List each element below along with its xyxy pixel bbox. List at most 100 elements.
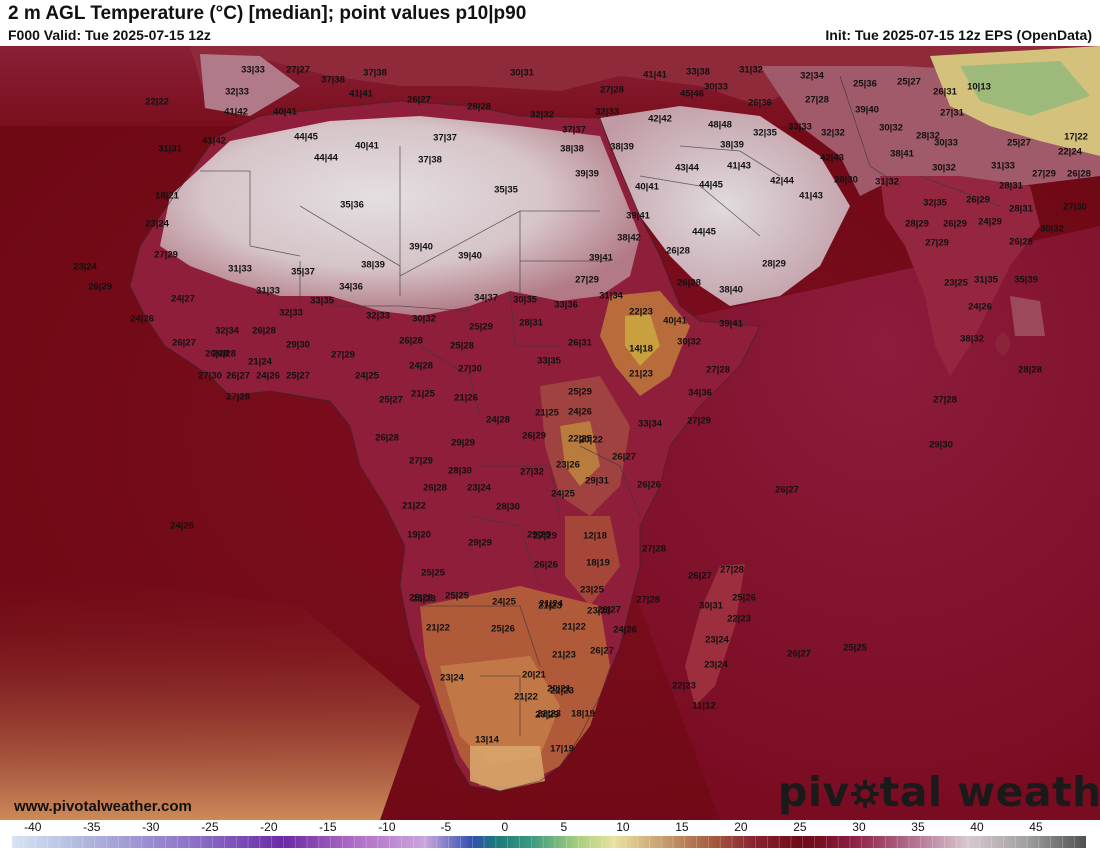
point-value-label: 25|26: [491, 623, 515, 635]
gear-icon: [850, 780, 879, 808]
point-value-label: 18|21: [155, 190, 179, 202]
point-value-label: 25|25: [421, 567, 445, 579]
point-value-label: 28|30: [834, 174, 858, 186]
point-value-label: 32|33: [279, 307, 303, 319]
point-value-label: 24|27: [171, 293, 195, 305]
point-value-label: 31|33: [991, 160, 1015, 172]
point-value-label: 26|28: [1067, 168, 1091, 180]
point-value-label: 23|24: [704, 659, 728, 671]
point-value-label: 26|28: [205, 348, 229, 360]
point-value-label: 37|37: [562, 124, 586, 136]
point-value-label: 26|28: [666, 245, 690, 257]
point-value-label: 24|28: [409, 360, 433, 372]
point-value-label: 33|33: [788, 121, 812, 133]
point-value-label: 42|43: [820, 152, 844, 164]
point-value-label: 23|23: [587, 605, 611, 617]
point-value-label: 27|29: [575, 274, 599, 286]
colorbar-tick-label: -30: [142, 820, 160, 834]
point-value-label: 30|32: [677, 336, 701, 348]
point-value-label: 39|40: [855, 104, 879, 116]
colorbar-tick-label: 40: [970, 820, 984, 834]
point-value-label: 30|31: [699, 600, 723, 612]
point-value-label: 25|25: [843, 642, 867, 654]
point-value-label: 27|28: [706, 364, 730, 376]
point-value-label: 29|30: [286, 339, 310, 351]
point-value-label: 24|25: [492, 596, 516, 608]
point-value-label: 40|41: [635, 181, 659, 193]
colorbar-tick-label: 35: [911, 820, 925, 834]
point-value-label: 26|27: [590, 645, 614, 657]
point-value-label: 23|24: [705, 634, 729, 646]
point-value-label: 39|39: [575, 168, 599, 180]
point-value-label: 26|27: [612, 451, 636, 463]
point-value-label: 26|27: [407, 94, 431, 106]
point-value-label: 32|33: [366, 310, 390, 322]
point-value-label: 24|25: [551, 488, 575, 500]
point-value-label: 34|36: [339, 281, 363, 293]
point-value-label: 23|24: [440, 672, 464, 684]
temperature-map: 33|33 27|27 37|38 37|38 30|31 27|28 41|41 33|38…: [0, 46, 1100, 820]
colorbar-tick-label: 5: [560, 820, 568, 834]
point-value-label: 32|33: [595, 106, 619, 118]
point-value-label: 37|38: [363, 67, 387, 79]
india-land: [880, 176, 1040, 376]
point-value-label: 38|39: [610, 141, 634, 153]
point-value-label: 29|29: [468, 537, 492, 549]
map-canvas: [0, 46, 1100, 820]
colorbar-tick-label: 25: [793, 820, 807, 834]
point-value-label: 34|37: [474, 292, 498, 304]
point-value-label: 41|42: [202, 135, 226, 147]
point-value-label: 37|38: [321, 74, 345, 86]
point-value-label: 22|23: [629, 306, 653, 318]
point-value-label: 24|26: [613, 624, 637, 636]
point-value-label: 26|36: [748, 97, 772, 109]
valid-time: F000 Valid: Tue 2025-07-15 12z: [8, 27, 211, 43]
point-value-label: 27|28: [636, 594, 660, 606]
colorbar-tick-label: 0: [501, 820, 509, 834]
point-value-label: 22|23: [727, 613, 751, 625]
point-value-label: 44|45: [699, 179, 723, 191]
point-value-label: 31|33: [256, 285, 280, 297]
point-value-label: 26|28: [375, 432, 399, 444]
point-value-label: 38|39: [361, 259, 385, 271]
point-value-label: 34|36: [688, 387, 712, 399]
point-value-label: 41|43: [727, 160, 751, 172]
point-value-label: 26|27: [787, 648, 811, 660]
point-value-label: 25|26: [409, 592, 433, 604]
point-value-label: 29|29: [527, 529, 551, 541]
point-value-label: 27|29: [533, 530, 557, 542]
point-value-label: 27|29: [687, 415, 711, 427]
point-value-label: 26|26: [534, 559, 558, 571]
point-value-label: 26|29: [88, 281, 112, 293]
point-value-label: 35|36: [340, 199, 364, 211]
pivotal-weather-logo: piv tal weather: [778, 768, 1100, 816]
point-value-label: 11|12: [692, 700, 716, 712]
init-time: Init: Tue 2025-07-15 12z EPS (OpenData): [825, 27, 1092, 43]
point-value-label: 32|32: [530, 109, 554, 121]
point-value-label: 31|32: [875, 176, 899, 188]
colorbar-tick-label: 15: [675, 820, 689, 834]
point-value-label: 44|45: [692, 226, 716, 238]
point-value-label: 25|28: [450, 340, 474, 352]
south-atlantic-cool: [0, 566, 420, 820]
point-value-label: 27|27: [286, 64, 310, 76]
point-value-label: 28|28: [467, 101, 491, 113]
point-value-label: 28|30: [448, 465, 472, 477]
colorbar-tick-label: 10: [616, 820, 630, 834]
point-value-label: 26|28: [252, 325, 276, 337]
point-value-label: 25|29: [469, 321, 493, 333]
point-value-label: 25|36: [853, 78, 877, 90]
point-value-label: 41|41: [349, 88, 373, 100]
point-value-label: 27|30: [1063, 201, 1087, 213]
point-value-label: 25|27: [1007, 137, 1031, 149]
point-value-label: 48|48: [708, 119, 732, 131]
country-borders: [200, 75, 1001, 736]
point-value-label: 17|22: [1064, 131, 1088, 143]
point-value-label: 25|29: [568, 386, 592, 398]
point-value-label: 27|28: [933, 394, 957, 406]
madagascar: [685, 564, 745, 706]
website-url[interactable]: www.pivotalweather.com: [14, 798, 192, 815]
colorbar-tick-label: -10: [378, 820, 396, 834]
point-value-label: 21|23: [538, 600, 562, 612]
point-value-label: 26|31: [933, 86, 957, 98]
